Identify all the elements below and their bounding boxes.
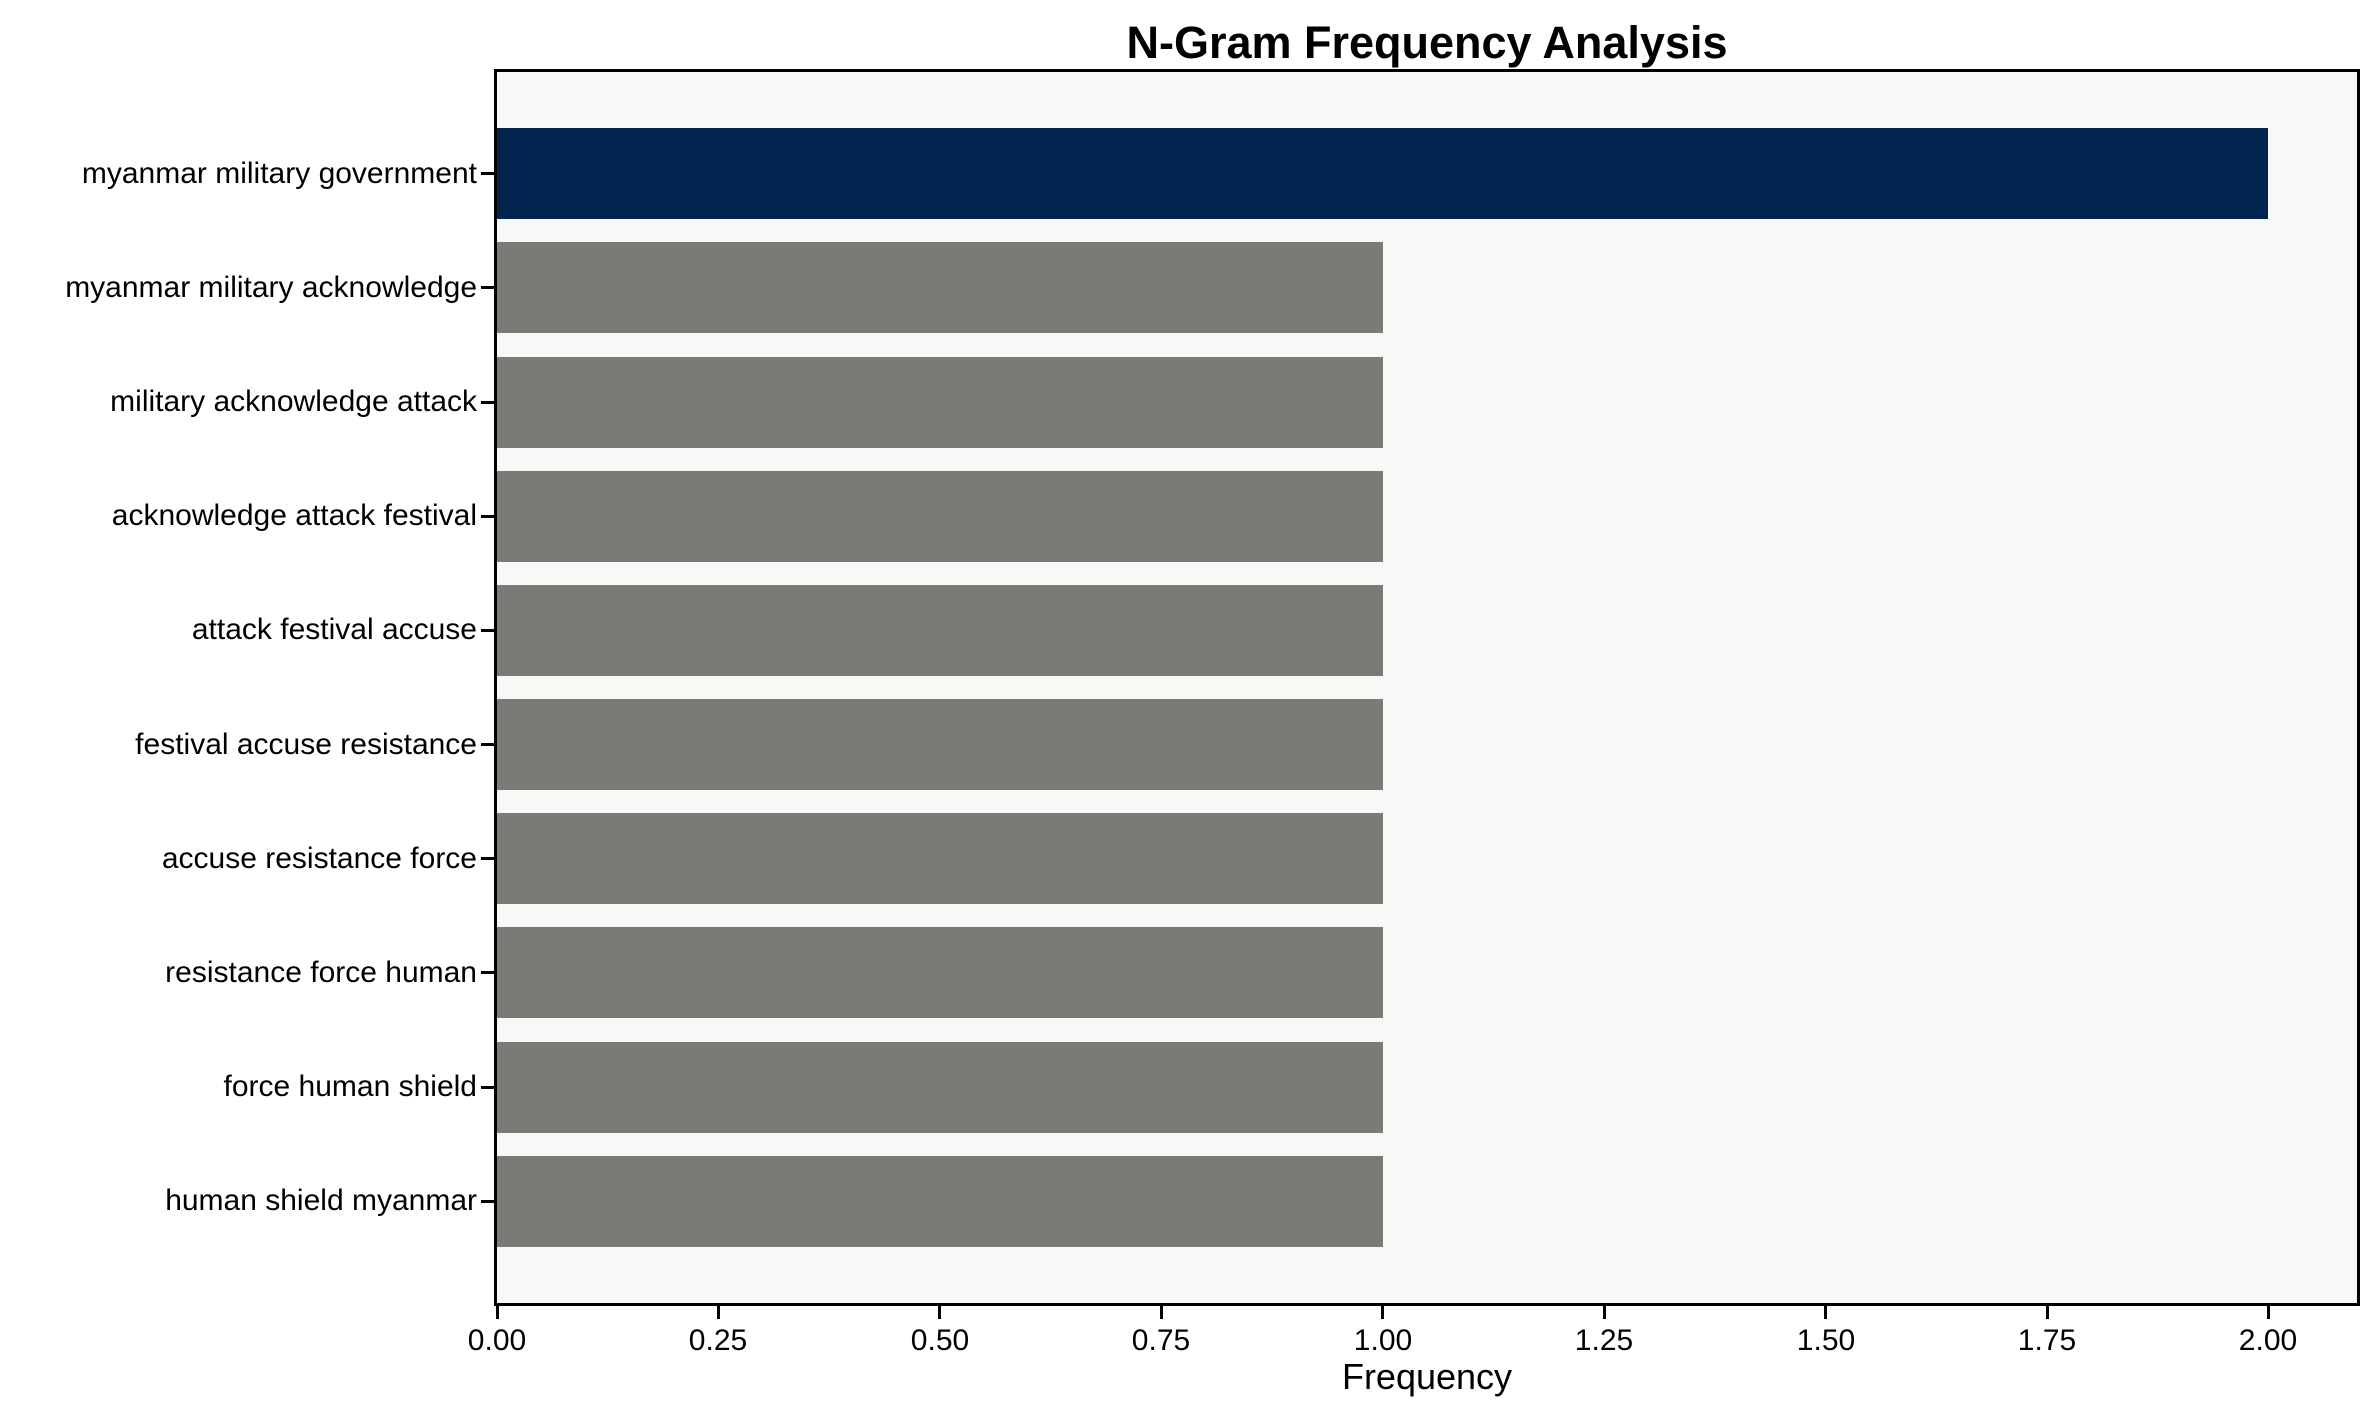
x-tick-mark [938, 1306, 941, 1319]
x-tick-mark [2046, 1306, 2049, 1319]
x-tick-label: 0.00 [467, 1324, 527, 1357]
y-tick-label: resistance force human [165, 956, 477, 989]
y-tick-mark [481, 515, 494, 518]
bar-myanmar-military-acknowledge [497, 242, 1383, 333]
bar-attack-festival-accuse [497, 585, 1383, 676]
y-tick-label: human shield myanmar [165, 1184, 477, 1217]
x-tick-mark [717, 1306, 720, 1319]
y-tick-label: acknowledge attack festival [111, 499, 477, 532]
y-tick-mark [481, 401, 494, 404]
x-tick-mark [496, 1306, 499, 1319]
y-tick-mark [481, 971, 494, 974]
x-tick-label: 1.25 [1574, 1324, 1634, 1357]
chart-title: N-Gram Frequency Analysis [1126, 17, 1728, 68]
y-tick-mark [481, 1086, 494, 1089]
bar-human-shield-myanmar [497, 1156, 1383, 1247]
x-tick-mark [2267, 1306, 2270, 1319]
bar-resistance-force-human [497, 927, 1383, 1018]
bar-festival-accuse-resistance [497, 699, 1383, 790]
y-tick-label: myanmar military acknowledge [65, 271, 477, 304]
y-tick-label: festival accuse resistance [135, 728, 477, 761]
y-tick-label: attack festival accuse [191, 613, 477, 646]
x-tick-mark [1381, 1306, 1384, 1319]
bar-myanmar-military-government [497, 128, 2269, 219]
bar-accuse-resistance-force [497, 813, 1383, 904]
x-tick-label: 2.00 [2238, 1324, 2298, 1357]
y-tick-mark [481, 172, 494, 175]
x-tick-mark [1160, 1306, 1163, 1319]
y-tick-mark [481, 743, 494, 746]
x-axis-label: Frequency [1341, 1356, 1513, 1397]
y-tick-label: myanmar military government [81, 157, 477, 190]
x-tick-label: 0.75 [1131, 1324, 1191, 1357]
bar-acknowledge-attack-festival [497, 471, 1383, 562]
y-tick-label: accuse resistance force [161, 842, 477, 875]
x-tick-label: 1.75 [2017, 1324, 2077, 1357]
x-tick-label: 0.50 [910, 1324, 970, 1357]
bar-military-acknowledge-attack [497, 357, 1383, 448]
x-tick-label: 1.00 [1353, 1324, 1413, 1357]
y-tick-mark [481, 286, 494, 289]
bar-force-human-shield [497, 1042, 1383, 1133]
y-tick-label: force human shield [223, 1070, 477, 1103]
x-tick-label: 0.25 [688, 1324, 748, 1357]
y-tick-mark [481, 1200, 494, 1203]
x-tick-label: 1.50 [1796, 1324, 1856, 1357]
x-tick-mark [1824, 1306, 1827, 1319]
y-tick-mark [481, 857, 494, 860]
plot-area [494, 69, 2360, 1306]
x-tick-mark [1603, 1306, 1606, 1319]
y-tick-label: military acknowledge attack [110, 385, 477, 418]
y-tick-mark [481, 629, 494, 632]
